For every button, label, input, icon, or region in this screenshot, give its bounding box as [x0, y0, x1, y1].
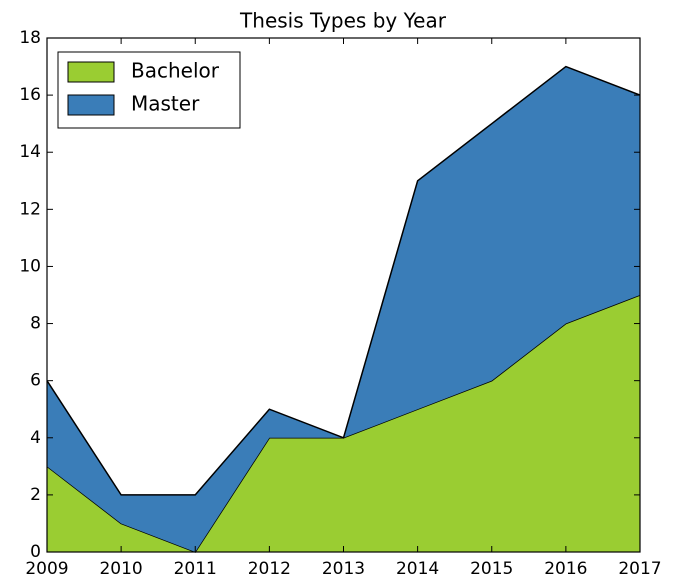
- legend-swatch: [67, 94, 115, 116]
- area: [47, 66, 640, 553]
- x-tick-label: 2010: [99, 559, 142, 579]
- legend-label: Master: [131, 92, 200, 116]
- x-tick-label: 2009: [25, 559, 68, 579]
- area: [47, 295, 640, 552]
- y-tick-label: 18: [19, 28, 41, 48]
- area-edge: [46, 65, 641, 496]
- y-tick-label: 4: [30, 428, 41, 448]
- y-tick-label: 2: [30, 485, 41, 505]
- x-tick-label: 2016: [544, 559, 587, 579]
- y-tick-label: 10: [19, 256, 41, 276]
- y-tick-label: 12: [19, 199, 41, 219]
- x-tick-label: 2017: [618, 559, 661, 579]
- y-tick-label: 14: [19, 142, 41, 162]
- legend-label: Bachelor: [131, 59, 220, 83]
- legend-swatch: [67, 61, 115, 83]
- x-tick-label: 2012: [248, 559, 291, 579]
- x-tick-label: 2013: [322, 559, 365, 579]
- y-tick-label: 16: [19, 85, 41, 105]
- x-tick-label: 2015: [470, 559, 513, 579]
- y-tick-label: 8: [30, 314, 41, 334]
- y-tick-label: 6: [30, 371, 41, 391]
- x-tick-label: 2011: [174, 559, 217, 579]
- x-tick-label: 2014: [396, 559, 439, 579]
- y-tick-label: 0: [30, 542, 41, 562]
- chart-title: Thesis Types by Year: [239, 9, 447, 33]
